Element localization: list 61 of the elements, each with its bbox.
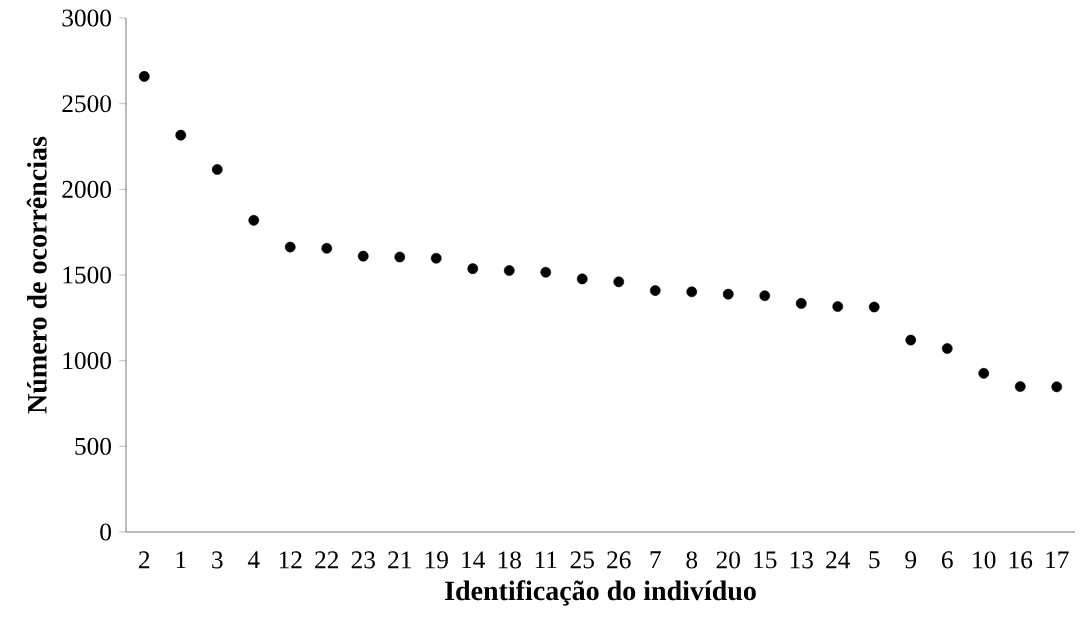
x-axis-title: Identificação do indivíduo bbox=[445, 580, 756, 606]
point bbox=[430, 252, 442, 264]
x-tick-label: 7 bbox=[650, 551, 661, 568]
point bbox=[467, 263, 479, 274]
x-tick-label: 1 bbox=[176, 551, 186, 569]
y-tick-label: 2500 bbox=[62, 95, 111, 113]
x-tick-label: 26 bbox=[607, 551, 631, 569]
x-tick-label: 6 bbox=[942, 551, 953, 569]
point bbox=[357, 250, 369, 262]
x-tick-label: 21 bbox=[388, 551, 411, 569]
point bbox=[722, 288, 734, 300]
point bbox=[138, 71, 150, 82]
point bbox=[284, 241, 296, 253]
point bbox=[759, 290, 771, 302]
point bbox=[175, 129, 187, 141]
point bbox=[686, 286, 698, 298]
x-tick-label: 25 bbox=[570, 551, 594, 569]
y-tick-label: 1500 bbox=[63, 266, 111, 284]
x-tick-label: 11 bbox=[535, 551, 557, 569]
y-tick-label: 500 bbox=[75, 437, 111, 455]
y-tick-label: 3000 bbox=[62, 9, 111, 27]
x-tick-label: 10 bbox=[973, 551, 996, 569]
point bbox=[1014, 381, 1026, 392]
y-tick-label: 1000 bbox=[63, 352, 111, 370]
x-tick-label: 12 bbox=[279, 551, 302, 569]
x-tick-label: 19 bbox=[425, 551, 448, 569]
x-tick-label: 22 bbox=[315, 551, 339, 569]
x-tick-label: 13 bbox=[790, 551, 813, 569]
point bbox=[649, 285, 661, 296]
x-tick-label: 23 bbox=[351, 551, 375, 569]
point bbox=[795, 298, 807, 309]
point bbox=[1051, 381, 1063, 393]
x-tick-label: 3 bbox=[212, 551, 223, 569]
point bbox=[248, 215, 260, 226]
x-tick-label: 16 bbox=[1009, 551, 1033, 569]
y-axis-title: Número de ocorrências bbox=[26, 136, 47, 414]
x-tick-label: 18 bbox=[498, 551, 521, 569]
point bbox=[576, 273, 588, 285]
point bbox=[868, 301, 880, 313]
x-tick-label: 8 bbox=[686, 551, 698, 569]
x-tick-label: 20 bbox=[716, 551, 740, 569]
point bbox=[978, 368, 990, 379]
point bbox=[832, 301, 844, 312]
point bbox=[321, 242, 333, 254]
point bbox=[211, 164, 223, 175]
x-tick-label: 5 bbox=[869, 551, 880, 569]
point bbox=[613, 276, 625, 288]
point bbox=[905, 334, 917, 346]
x-tick-label: 15 bbox=[754, 551, 777, 569]
point bbox=[941, 343, 953, 354]
x-tick-label: 17 bbox=[1046, 551, 1069, 569]
x-tick-label: 24 bbox=[826, 551, 851, 569]
x-tick-label: 9 bbox=[905, 551, 917, 569]
y-tick-label: 0 bbox=[100, 523, 111, 541]
point bbox=[503, 265, 515, 276]
point bbox=[540, 266, 552, 278]
x-tick-label: 4 bbox=[247, 551, 260, 569]
x-tick-label: 2 bbox=[139, 551, 150, 569]
point bbox=[394, 251, 406, 263]
x-tick-label: 14 bbox=[462, 551, 486, 569]
y-tick-label: 2000 bbox=[62, 180, 111, 198]
